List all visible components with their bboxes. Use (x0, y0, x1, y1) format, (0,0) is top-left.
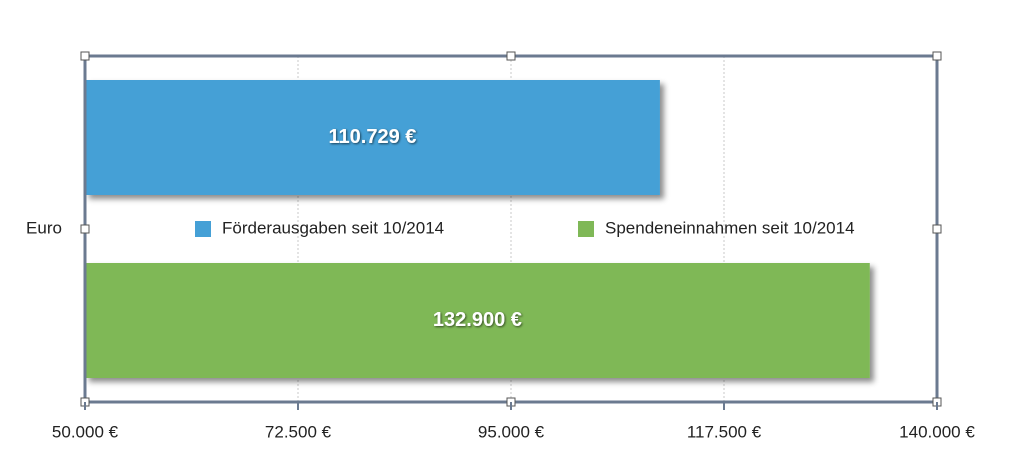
x-tick-label: 95.000 € (478, 422, 545, 441)
legend-label: Förderausgaben seit 10/2014 (222, 218, 444, 237)
x-tick-label: 50.000 € (52, 422, 119, 441)
legend-swatch (195, 221, 211, 237)
labels: 50.000 € 72.500 € 95.000 € 117.500 € 140.000… (26, 126, 975, 442)
x-tick-label: 140.000 € (899, 422, 975, 441)
bars (85, 80, 870, 378)
legend-swatch (578, 221, 594, 237)
bar (85, 80, 660, 195)
value-label: 132.900 € (433, 309, 522, 331)
value-label: 110.729 € (329, 126, 417, 148)
bar (85, 263, 870, 378)
x-tick-label: 117.500 € (687, 422, 762, 441)
legend-label: Spendeneinnahmen seit 10/2014 (605, 218, 855, 237)
category-label: Euro (26, 218, 62, 237)
x-tick-label: 72.500 € (265, 422, 332, 441)
